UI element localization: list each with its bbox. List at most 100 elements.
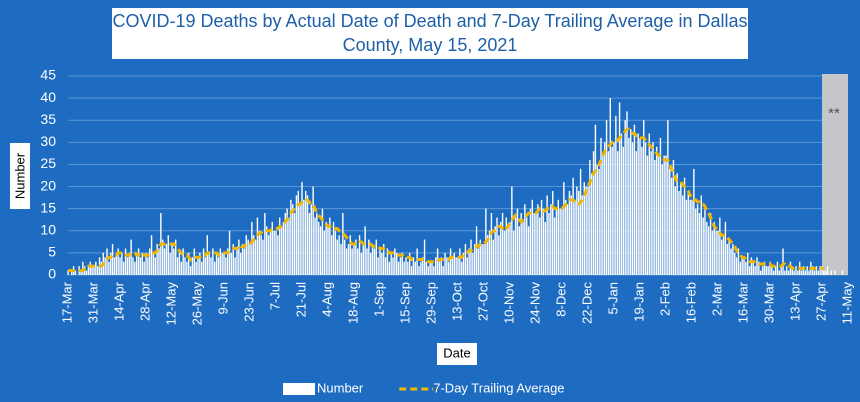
bar <box>683 177 686 275</box>
bar <box>687 190 689 275</box>
x-tick-label: 29-Sep <box>423 282 438 324</box>
bar <box>529 208 532 275</box>
bar <box>71 270 73 275</box>
bar <box>802 266 805 275</box>
bar <box>734 252 736 275</box>
bar <box>407 261 409 275</box>
bar <box>594 124 597 276</box>
bar <box>505 217 507 275</box>
bar <box>325 221 327 275</box>
bar <box>342 213 344 275</box>
bar <box>176 257 179 275</box>
bar <box>251 221 253 275</box>
bar <box>74 270 77 275</box>
bar <box>487 235 489 275</box>
x-tick-label: 9-Jun <box>215 282 230 315</box>
bar <box>347 244 350 275</box>
bar <box>397 261 400 275</box>
bar <box>184 257 186 275</box>
bar <box>726 244 728 275</box>
bar <box>570 195 572 275</box>
bar <box>745 261 747 275</box>
bar <box>215 252 218 275</box>
bar <box>713 221 715 275</box>
bar <box>544 221 546 275</box>
bar <box>234 257 236 275</box>
bar <box>648 133 650 275</box>
bar <box>455 257 457 275</box>
bar <box>618 102 621 276</box>
bar <box>834 270 836 275</box>
bar <box>587 186 589 275</box>
bar <box>800 270 803 275</box>
bar <box>526 217 528 275</box>
x-axis-label: Date <box>443 345 470 360</box>
bar <box>635 151 637 275</box>
bar <box>626 111 628 275</box>
x-tick-label: 1-Sep <box>371 282 386 317</box>
bar <box>761 266 764 275</box>
bar <box>481 244 483 275</box>
x-tick-label: 14-Apr <box>111 281 126 321</box>
bar <box>830 270 832 275</box>
bar <box>199 252 201 275</box>
bar <box>139 257 142 275</box>
bar <box>659 137 662 275</box>
bar <box>604 142 606 275</box>
bar <box>622 146 624 275</box>
bar <box>826 266 829 275</box>
bar <box>721 239 723 275</box>
bar <box>93 266 95 275</box>
bar <box>568 190 571 275</box>
bar <box>299 204 301 275</box>
bar <box>643 120 645 275</box>
bar <box>431 261 433 275</box>
bar <box>353 244 355 275</box>
bar <box>583 182 585 275</box>
bar <box>773 270 775 275</box>
bar <box>115 252 117 275</box>
annotation: ** <box>828 105 840 122</box>
bar <box>728 239 730 275</box>
x-tick-label: 13-Oct <box>449 282 464 321</box>
bar <box>280 226 283 275</box>
bar <box>717 230 719 275</box>
bar <box>498 235 500 275</box>
bar <box>695 208 697 275</box>
bar <box>87 266 90 275</box>
bar <box>793 270 795 275</box>
incomplete-data-shade <box>822 74 848 275</box>
bar <box>189 266 192 275</box>
bar <box>613 142 615 275</box>
bar <box>760 270 762 275</box>
bar <box>295 195 298 275</box>
bar <box>548 213 550 275</box>
bar <box>327 226 329 275</box>
bar <box>531 199 533 275</box>
bar <box>689 199 691 275</box>
bar <box>191 257 194 275</box>
x-tick-label: 2-Mar <box>709 281 724 316</box>
bar <box>693 168 695 275</box>
bar <box>615 115 617 275</box>
bar <box>158 248 160 275</box>
x-tick-label: 5-Jan <box>605 282 620 315</box>
bar <box>540 199 543 275</box>
bar <box>624 120 626 275</box>
bar <box>247 239 249 275</box>
bar <box>576 186 578 275</box>
bar <box>373 248 376 275</box>
bar <box>806 266 808 275</box>
bar <box>433 266 435 275</box>
bar <box>737 248 740 275</box>
bar <box>240 252 242 275</box>
x-tick-label: 27-Oct <box>475 282 490 321</box>
bar <box>418 266 420 275</box>
legend-label: 7-Day Trailing Average <box>433 380 564 395</box>
bar <box>537 204 539 275</box>
bar <box>464 244 467 275</box>
bar <box>750 257 753 275</box>
bar <box>674 186 676 275</box>
bar <box>245 235 247 275</box>
bar <box>479 239 481 275</box>
